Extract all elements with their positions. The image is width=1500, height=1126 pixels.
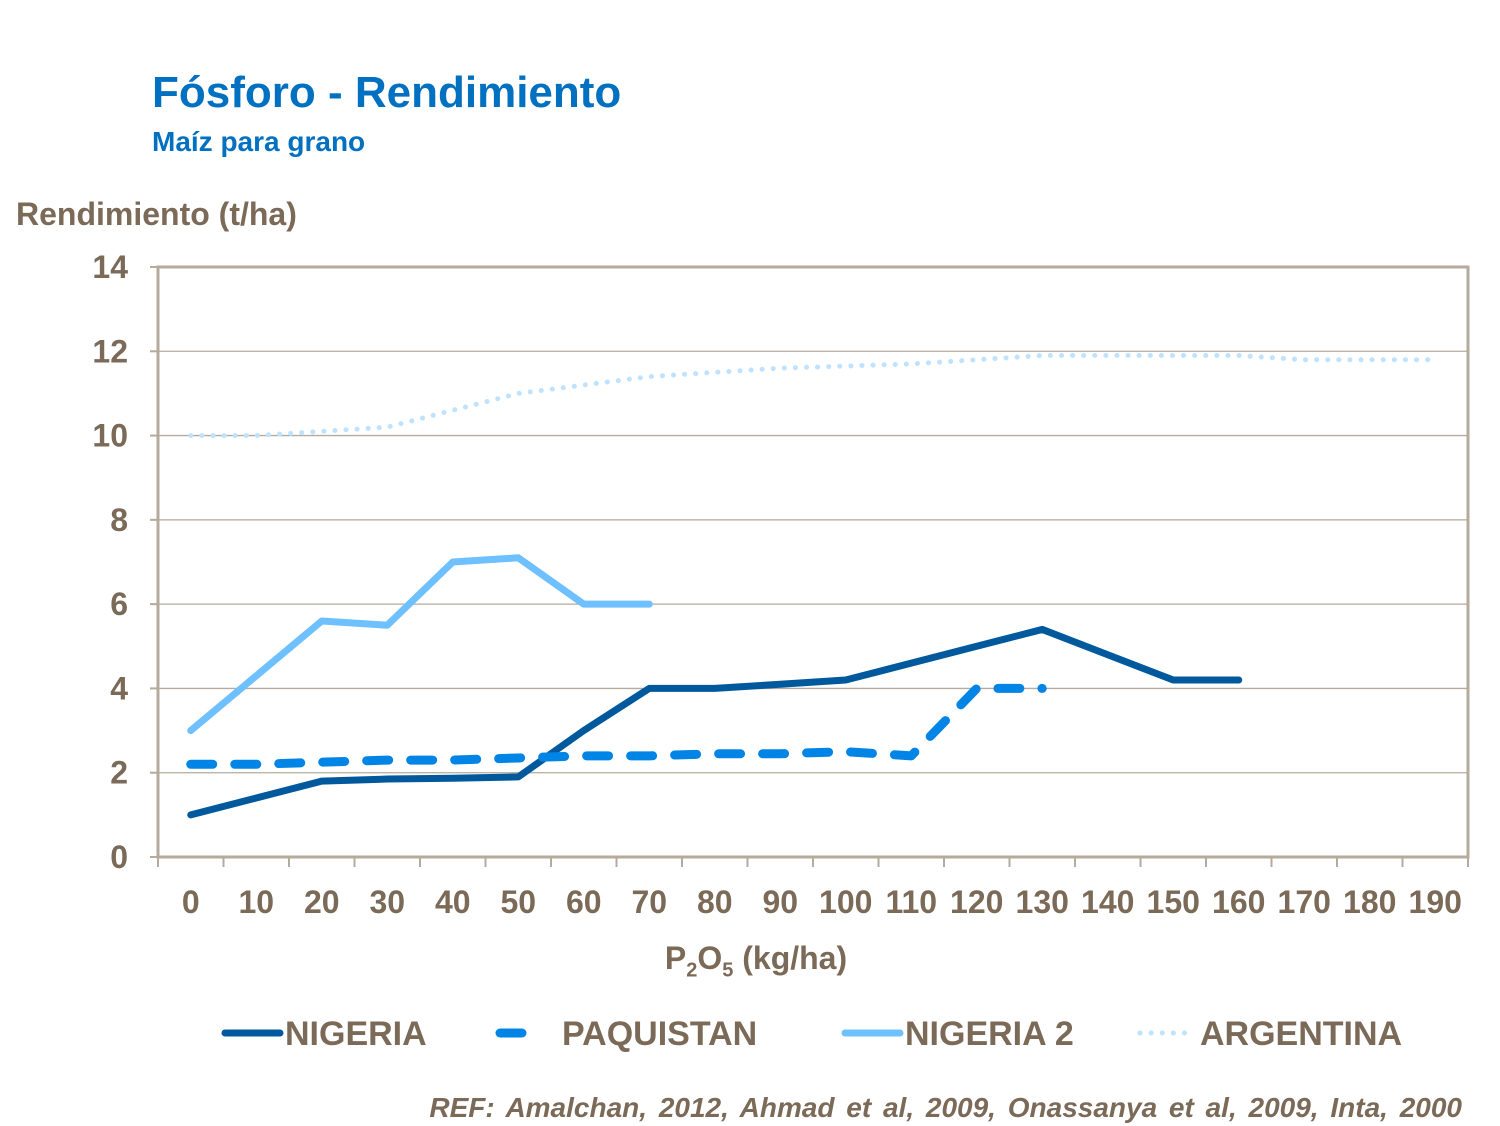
chart-subtitle: Maíz para grano <box>152 126 366 157</box>
x-tick-label: 20 <box>304 884 340 920</box>
x-tick-label: 120 <box>950 884 1003 920</box>
x-label-sub2: 5 <box>722 959 734 982</box>
series-line-argentina <box>188 353 1438 439</box>
y-tick-label: 2 <box>110 755 128 791</box>
x-axis-label: P2O5 (kg/ha) <box>0 940 1500 982</box>
legend-label: NIGERIA <box>285 1015 427 1053</box>
x-tick-label: 80 <box>697 884 733 920</box>
x-tick-label: 90 <box>762 884 798 920</box>
legend-item: PAQUISTAN <box>495 1015 757 1053</box>
x-label-unit: (kg/ha) <box>733 940 848 976</box>
x-tick-label: 160 <box>1212 884 1265 920</box>
x-tick-label: 170 <box>1278 884 1331 920</box>
y-tick-label: 4 <box>110 670 128 706</box>
x-tick-label: 140 <box>1081 884 1134 920</box>
series-line-nigeria <box>187 625 1243 819</box>
x-label-sub1: 2 <box>686 959 698 982</box>
y-tick-label: 10 <box>92 418 128 454</box>
y-axis-label: Rendimiento (t/ha) <box>16 196 297 232</box>
x-tick-label: 180 <box>1343 884 1396 920</box>
x-tick-label: 110 <box>885 884 937 920</box>
x-tick-label: 60 <box>566 884 602 920</box>
series-line-paquistan <box>186 683 1047 769</box>
x-tick-label: 40 <box>435 884 471 920</box>
x-tick-label: 70 <box>631 884 667 920</box>
legend-label: PAQUISTAN <box>562 1015 757 1053</box>
x-tick-label: 190 <box>1409 884 1462 920</box>
y-tick-label: 6 <box>110 586 128 622</box>
legend-item: ARGENTINA <box>1137 1015 1402 1053</box>
y-tick-label: 0 <box>110 839 128 875</box>
x-tick-label: 30 <box>369 884 405 920</box>
legend-label: ARGENTINA <box>1200 1015 1402 1053</box>
y-tick-label: 8 <box>110 502 128 538</box>
x-label-p: P <box>664 940 687 976</box>
legend-item: NIGERIA 2 <box>841 1015 1074 1053</box>
y-tick-label: 14 <box>92 249 128 285</box>
x-tick-label: 100 <box>819 884 872 920</box>
x-tick-label: 150 <box>1147 884 1200 920</box>
x-tick-label: 10 <box>238 884 274 920</box>
legend-label: NIGERIA 2 <box>905 1015 1074 1053</box>
x-tick-label: 0 <box>182 884 200 920</box>
x-tick-label: 50 <box>500 884 536 920</box>
reference-note: REF: Amalchan, 2012, Ahmad et al, 2009, … <box>429 1092 1462 1123</box>
x-tick-label: 130 <box>1016 884 1069 920</box>
x-label-o: O <box>697 940 723 976</box>
legend-item: NIGERIA <box>221 1015 427 1053</box>
series-line-nigeria-2 <box>187 554 653 735</box>
y-tick-label: 12 <box>92 333 128 369</box>
chart-title: Fósforo - Rendimiento <box>152 68 622 117</box>
